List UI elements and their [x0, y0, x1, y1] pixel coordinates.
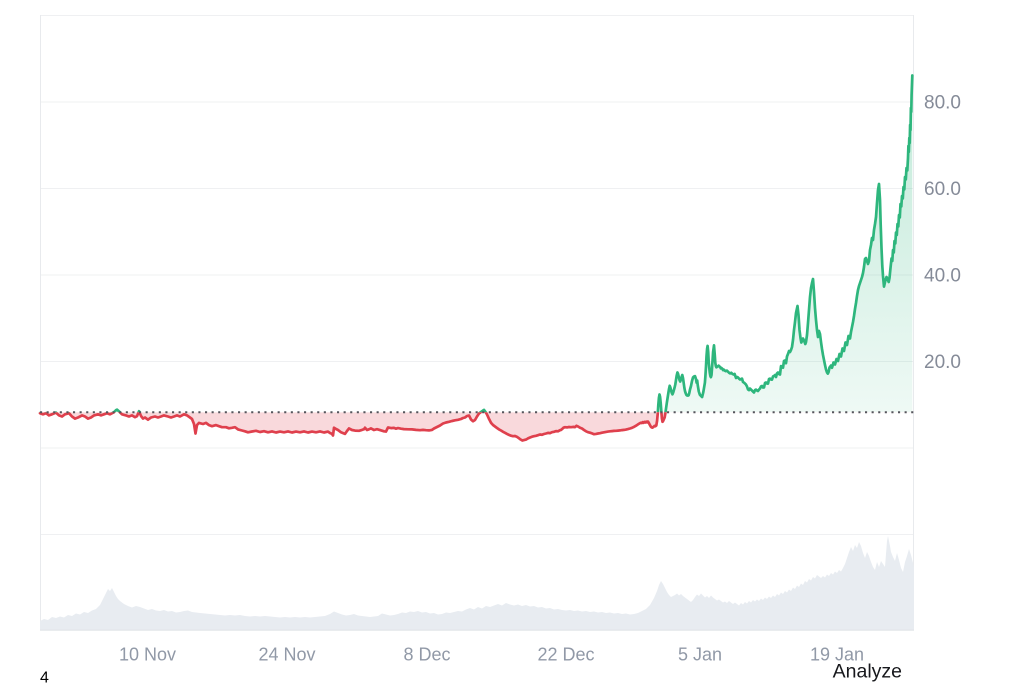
svg-text:Analyze: Analyze [833, 661, 902, 683]
svg-text:60.0: 60.0 [924, 179, 961, 200]
svg-text:80.0: 80.0 [924, 93, 961, 114]
svg-text:19 Jan: 19 Jan [810, 645, 864, 665]
svg-text:5 Jan: 5 Jan [678, 645, 722, 665]
svg-text:20.0: 20.0 [924, 352, 961, 373]
svg-text:8 Dec: 8 Dec [403, 645, 450, 665]
svg-text:10 Nov: 10 Nov [119, 645, 176, 665]
svg-text:22 Dec: 22 Dec [537, 645, 594, 665]
svg-text:4: 4 [40, 670, 49, 684]
svg-text:24 Nov: 24 Nov [258, 645, 315, 665]
svg-text:40.0: 40.0 [924, 266, 961, 287]
